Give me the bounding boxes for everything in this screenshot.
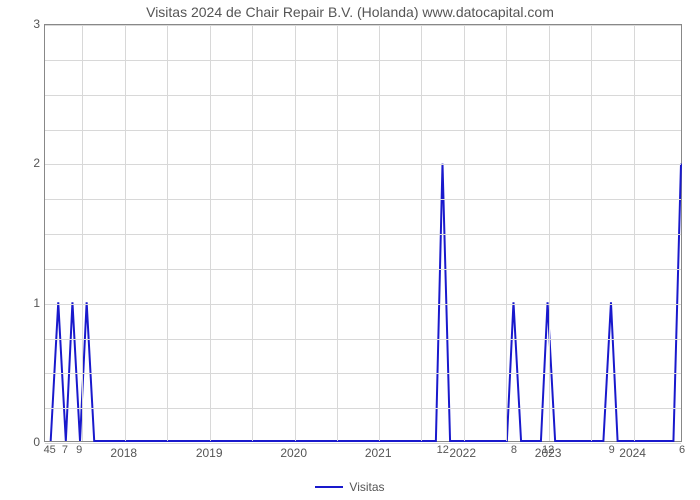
data-point-label: 12 bbox=[437, 444, 449, 456]
data-point-label: 7 bbox=[62, 444, 68, 456]
visitas-line bbox=[51, 164, 681, 441]
data-point-label: 9 bbox=[609, 444, 615, 456]
grid-line-v bbox=[379, 25, 380, 441]
grid-line-h-minor bbox=[45, 373, 681, 374]
grid-line-h-minor bbox=[45, 95, 681, 96]
grid-line-v bbox=[549, 25, 550, 441]
grid-line-v-minor bbox=[337, 25, 338, 441]
y-tick-label: 1 bbox=[28, 296, 40, 310]
grid-line-h-minor bbox=[45, 269, 681, 270]
x-tick-label: 2018 bbox=[110, 446, 137, 460]
legend-label: Visitas bbox=[349, 480, 384, 494]
data-point-label: 6 bbox=[679, 444, 685, 456]
grid-line-h-minor bbox=[45, 339, 681, 340]
data-point-label: 8 bbox=[511, 444, 517, 456]
grid-line-h-minor bbox=[45, 234, 681, 235]
grid-line-v-minor bbox=[421, 25, 422, 441]
grid-line-h-minor bbox=[45, 408, 681, 409]
data-point-label: 12 bbox=[542, 444, 554, 456]
grid-line-h bbox=[45, 443, 681, 444]
grid-line-h bbox=[45, 164, 681, 165]
grid-line-h-minor bbox=[45, 199, 681, 200]
plot-area bbox=[44, 24, 682, 442]
grid-line-v bbox=[634, 25, 635, 441]
x-tick-label: 2021 bbox=[365, 446, 392, 460]
data-point-label: 45 bbox=[44, 444, 56, 456]
line-series bbox=[45, 25, 681, 441]
grid-line-h bbox=[45, 304, 681, 305]
grid-line-h-minor bbox=[45, 60, 681, 61]
grid-line-v bbox=[295, 25, 296, 441]
x-tick-label: 2024 bbox=[619, 446, 646, 460]
legend: Visitas bbox=[0, 480, 700, 494]
x-tick-label: 2020 bbox=[280, 446, 307, 460]
x-tick-label: 2019 bbox=[196, 446, 223, 460]
grid-line-v bbox=[210, 25, 211, 441]
grid-line-v bbox=[464, 25, 465, 441]
y-tick-label: 0 bbox=[28, 435, 40, 449]
legend-swatch bbox=[315, 486, 343, 488]
grid-line-v-minor bbox=[167, 25, 168, 441]
grid-line-v bbox=[125, 25, 126, 441]
grid-line-v-minor bbox=[252, 25, 253, 441]
grid-line-h bbox=[45, 25, 681, 26]
y-tick-label: 2 bbox=[28, 156, 40, 170]
grid-line-v-minor bbox=[506, 25, 507, 441]
y-tick-label: 3 bbox=[28, 17, 40, 31]
grid-line-v-minor bbox=[82, 25, 83, 441]
x-tick-label: 2022 bbox=[449, 446, 476, 460]
grid-line-v-minor bbox=[591, 25, 592, 441]
chart-container: { "chart": { "type": "line", "title": "V… bbox=[0, 0, 700, 500]
chart-title: Visitas 2024 de Chair Repair B.V. (Holan… bbox=[0, 4, 700, 20]
data-point-label: 9 bbox=[76, 444, 82, 456]
grid-line-h-minor bbox=[45, 130, 681, 131]
